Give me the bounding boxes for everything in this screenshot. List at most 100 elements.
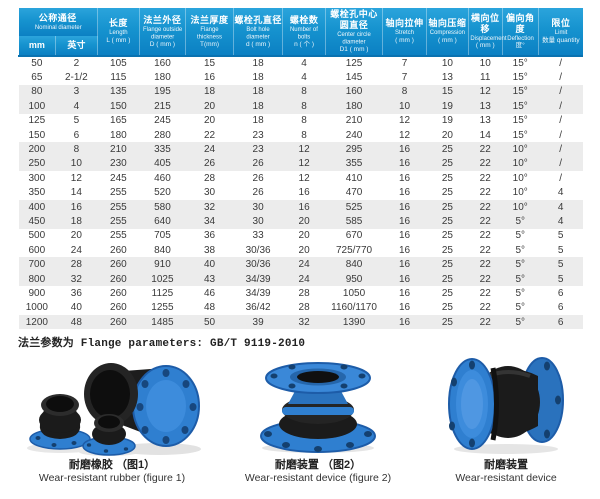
table-cell: 215 (139, 99, 186, 114)
table-row: 350 14 255 520 30 26 16 470 16 25 22 10° 4 (19, 186, 584, 200)
table-cell: 280 (154, 129, 171, 141)
header-zh: 公称通径 (38, 12, 77, 23)
table-cell: 18 (252, 115, 264, 127)
table-cell: 19 (426, 99, 469, 114)
table-cell: 22 (468, 271, 503, 287)
table-cell: 26 (252, 187, 264, 199)
table-cell: 50 (31, 58, 43, 70)
table-cell: 4 (301, 58, 307, 70)
table-cell: 65 (31, 72, 43, 84)
table-cell: 335 (139, 142, 186, 157)
table-cell: / (559, 115, 563, 127)
table-cell: 33 (252, 230, 264, 242)
table-cell: 1125 (151, 287, 174, 299)
figure2-caption-en: Wear-resistant device (figure 2) (244, 472, 392, 484)
table-cell: 5 (73, 115, 80, 127)
table-cell: 245 (154, 115, 171, 127)
table-cell: 5° (515, 302, 526, 314)
table-cell: 5 (557, 230, 564, 242)
table-cell: 180 (325, 99, 383, 114)
table-cell: 240 (345, 129, 363, 141)
col-header-center-circle-diameter: 螺栓孔中心圆直径 Center circle diameter D1 ( mm … (325, 8, 383, 56)
table-cell: 15° (512, 115, 528, 127)
table-cell: 500 (28, 230, 46, 242)
expansion-joint-side-view-photo (448, 357, 564, 454)
table-cell: 13 (468, 99, 503, 114)
table-cell: 600 (28, 244, 46, 256)
table-cell: / (559, 72, 563, 84)
table-cell: 260 (97, 257, 140, 272)
table-cell: 30 (203, 187, 216, 199)
table-row: 900 36 260 1125 46 34/39 28 1050 16 25 22 5° 6 (19, 286, 584, 300)
table-cell: / (538, 142, 583, 157)
table-cell: 260 (97, 271, 140, 287)
table-cell: 24 (282, 271, 326, 287)
table-cell: / (538, 99, 583, 114)
table-cell: 10 (479, 58, 491, 70)
table-cell: 16 (55, 199, 98, 215)
table-cell: 6 (73, 129, 80, 141)
table-cell: 16 (398, 287, 411, 299)
table-cell: 25 (441, 172, 453, 184)
table-cell: 22 (468, 214, 503, 229)
table-cell: 16 (298, 187, 310, 199)
table-cell: 80 (18, 84, 56, 100)
table-cell: 32 (282, 315, 326, 330)
table-cell: 16 (382, 214, 427, 229)
table-cell: 115 (110, 72, 127, 84)
table-cell: 260 (97, 315, 140, 330)
table-cell: 10° (502, 156, 539, 172)
table-cell: 16 (382, 271, 427, 287)
table-cell: 670 (345, 230, 363, 242)
table-cell: 22 (479, 287, 491, 299)
table-cell: 50 (185, 315, 234, 330)
col-header-limit: 限位 Limit 数量 quantity (537, 8, 583, 56)
table-cell: 32 (185, 199, 234, 215)
table-cell: 25 (441, 244, 453, 256)
col-header-compression: 轴向压缩 Compression ( mm ) (426, 8, 469, 56)
table-cell: 10 (55, 156, 98, 172)
table-cell: 1000 (25, 302, 48, 314)
table-cell: 15 (426, 84, 469, 100)
table-cell: / (538, 156, 583, 172)
table-cell: 5° (515, 287, 526, 299)
table-cell: 16 (203, 72, 216, 84)
table-row: 65 2-1/2 115 180 16 18 4 145 7 13 11 15° / (19, 70, 584, 84)
table-row: 150 6 180 280 22 23 8 240 12 20 14 15° / (19, 128, 584, 142)
table-row: 1200 48 260 1485 50 39 32 1390 16 25 22 5° 6 (18, 315, 583, 330)
table-cell: 160 (154, 58, 171, 70)
table-cell: 160 (325, 84, 383, 100)
col-header-flange-outside-diameter: 法兰外径 Flange outside diameter D ( mm ) (138, 8, 186, 56)
table-cell: 250 (18, 156, 56, 172)
table-cell: 12 (468, 84, 503, 100)
table-cell: 350 (28, 187, 46, 199)
table-cell: 245 (110, 172, 127, 184)
table-cell: 23 (252, 129, 264, 141)
table-cell: / (559, 58, 563, 70)
table-cell: 18 (233, 99, 283, 114)
table-cell: 8 (55, 142, 98, 157)
table-cell: 135 (97, 84, 140, 100)
table-cell: 4 (55, 99, 98, 114)
table-cell: 5° (515, 244, 526, 256)
table-cell: 43 (185, 271, 234, 287)
table-cell: 525 (325, 199, 383, 215)
table-cell: 840 (325, 257, 383, 272)
table-cell: 16 (382, 156, 427, 172)
table-cell: 105 (110, 58, 127, 70)
table-cell: 180 (110, 129, 127, 141)
table-cell: 14 (70, 187, 82, 199)
product-figures: 耐磨橡胶 （图1） Wear-resistant rubber (figure … (0, 352, 600, 485)
table-cell: 18 (233, 84, 283, 100)
table-cell: 165 (110, 115, 127, 127)
table-cell: 24 (70, 244, 82, 256)
table-cell: 1390 (325, 315, 383, 330)
table-row: 250 10 230 405 26 26 12 355 16 25 22 10° / (18, 156, 583, 172)
table-cell: 145 (345, 72, 363, 84)
table-cell: 20 (441, 129, 453, 141)
col-header-deflection: 偏向角度 Deflection 度° (501, 8, 539, 56)
table-cell: 5° (502, 214, 539, 229)
table-cell: 5 (538, 257, 583, 272)
table-cell: 10° (512, 172, 528, 184)
figure2-caption-zh: 耐磨装置 （图2） (274, 459, 362, 471)
